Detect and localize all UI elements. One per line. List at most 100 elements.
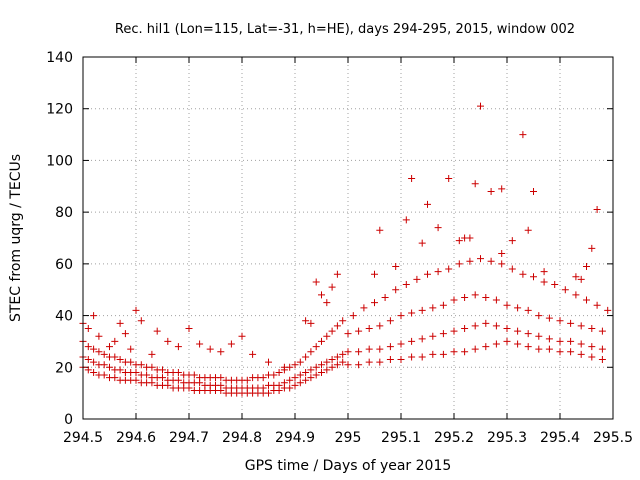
data-point bbox=[524, 226, 532, 234]
data-point bbox=[280, 379, 288, 387]
data-point bbox=[471, 345, 479, 353]
data-point bbox=[482, 343, 490, 351]
data-point bbox=[572, 291, 580, 299]
data-point bbox=[280, 363, 288, 371]
data-point bbox=[344, 361, 352, 369]
data-point bbox=[106, 343, 113, 351]
x-tick-label: 295.5 bbox=[593, 430, 633, 446]
data-point bbox=[450, 296, 458, 304]
data-point bbox=[307, 348, 315, 356]
data-point bbox=[100, 371, 108, 379]
data-point bbox=[143, 371, 151, 379]
data-point bbox=[524, 330, 532, 338]
data-point bbox=[514, 304, 522, 312]
x-tick-label: 294.8 bbox=[222, 430, 262, 446]
data-point bbox=[482, 319, 490, 327]
data-point bbox=[159, 374, 166, 382]
data-point bbox=[424, 200, 431, 208]
data-point bbox=[90, 358, 98, 366]
data-point bbox=[185, 325, 193, 332]
y-axis-label: STEC from uqrg / TECUs bbox=[8, 154, 24, 322]
data-point bbox=[323, 366, 331, 374]
data-point bbox=[339, 350, 347, 358]
points bbox=[79, 102, 612, 397]
data-point bbox=[386, 343, 394, 351]
data-point bbox=[429, 304, 437, 312]
data-point bbox=[567, 319, 575, 327]
data-point bbox=[148, 363, 156, 371]
data-point bbox=[196, 340, 204, 348]
data-point bbox=[492, 340, 500, 348]
data-point bbox=[302, 353, 310, 361]
x-tick-label: 295.3 bbox=[487, 430, 527, 446]
data-point bbox=[291, 374, 299, 382]
data-point bbox=[577, 275, 585, 283]
data-point bbox=[238, 332, 246, 340]
data-point bbox=[439, 330, 447, 338]
data-point bbox=[90, 312, 98, 320]
data-point bbox=[397, 312, 405, 320]
data-point bbox=[386, 356, 394, 364]
data-point bbox=[153, 327, 161, 335]
data-point bbox=[498, 260, 506, 268]
data-point bbox=[514, 327, 522, 335]
data-point bbox=[408, 175, 416, 183]
data-point bbox=[503, 337, 511, 345]
data-point bbox=[487, 187, 495, 195]
data-point bbox=[455, 260, 463, 268]
data-point bbox=[90, 345, 98, 353]
data-point bbox=[190, 371, 198, 379]
data-point bbox=[339, 317, 347, 325]
data-point bbox=[116, 366, 124, 374]
data-point bbox=[577, 350, 585, 358]
data-point bbox=[524, 306, 532, 314]
data-point bbox=[137, 317, 145, 325]
data-point bbox=[355, 361, 363, 369]
data-point bbox=[492, 296, 500, 304]
data-point bbox=[514, 340, 522, 348]
data-point bbox=[418, 239, 426, 247]
data-point bbox=[302, 376, 310, 384]
data-point bbox=[519, 270, 527, 278]
data-point bbox=[132, 368, 140, 376]
data-point bbox=[95, 348, 103, 356]
data-point bbox=[355, 327, 363, 335]
data-point bbox=[270, 371, 278, 379]
y-tick-label: 60 bbox=[55, 257, 73, 273]
data-point bbox=[386, 317, 394, 325]
data-point bbox=[291, 361, 299, 369]
data-point bbox=[111, 337, 119, 345]
data-point bbox=[100, 350, 108, 358]
data-point bbox=[333, 270, 341, 278]
data-point bbox=[471, 180, 479, 188]
data-point bbox=[365, 358, 373, 366]
data-point bbox=[402, 281, 410, 289]
data-point bbox=[296, 358, 304, 366]
data-point bbox=[275, 368, 283, 376]
data-point bbox=[439, 301, 447, 309]
data-point bbox=[402, 216, 410, 224]
x-tick-label: 295.4 bbox=[540, 430, 580, 446]
data-point bbox=[376, 322, 384, 330]
data-point bbox=[477, 102, 484, 110]
x-tick-labels: 294.5 294.6 294.7 294.8 294.9 295 295.1 295.2 29… bbox=[63, 430, 633, 446]
data-point bbox=[328, 363, 336, 371]
data-point bbox=[561, 286, 569, 294]
data-point bbox=[333, 353, 341, 361]
data-point bbox=[243, 376, 251, 384]
data-point bbox=[333, 361, 341, 369]
data-point bbox=[371, 270, 378, 278]
data-point bbox=[408, 353, 416, 361]
plot-frame bbox=[82, 56, 614, 420]
data-point bbox=[503, 301, 511, 309]
data-point bbox=[492, 322, 500, 330]
data-point bbox=[556, 348, 564, 356]
data-point bbox=[434, 268, 442, 276]
data-point bbox=[556, 317, 564, 325]
data-point bbox=[275, 381, 283, 389]
data-point bbox=[593, 301, 601, 309]
data-point bbox=[588, 325, 596, 332]
data-point bbox=[265, 389, 272, 397]
data-point bbox=[408, 337, 416, 345]
data-point bbox=[598, 327, 606, 335]
